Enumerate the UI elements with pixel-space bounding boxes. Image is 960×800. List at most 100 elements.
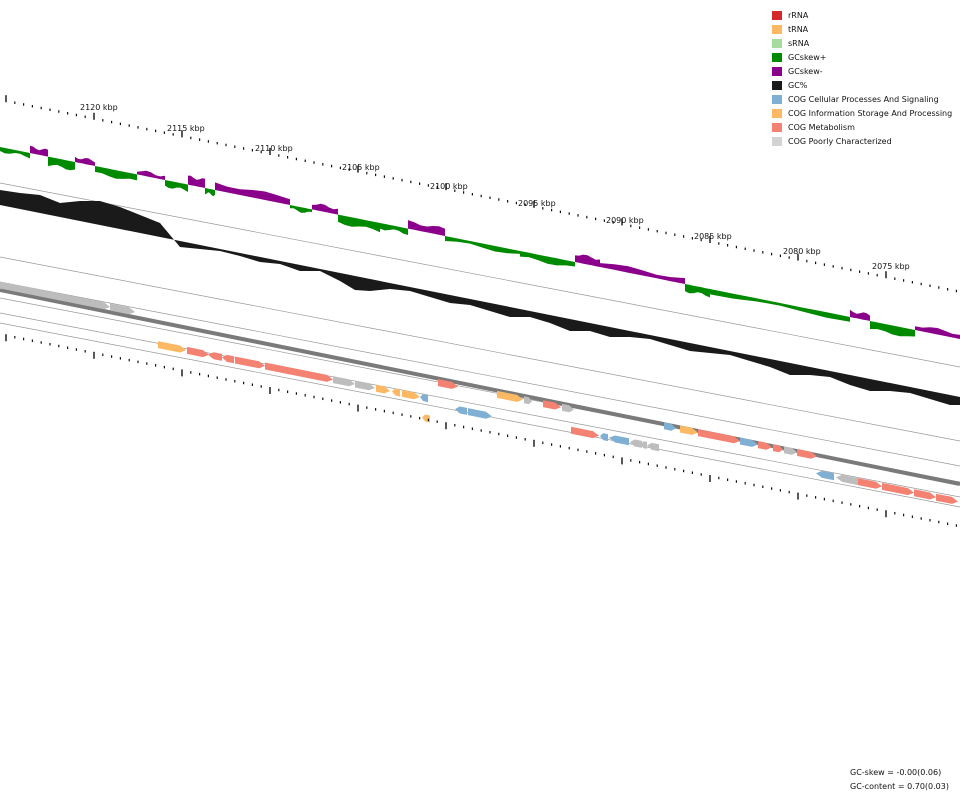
feature-arrow	[758, 441, 772, 450]
feature-arrow	[858, 478, 882, 489]
legend-label: GCskew-	[788, 66, 823, 76]
legend-item-cog-poorly: COG Poorly Characterized	[772, 134, 952, 148]
feature-arrow	[497, 390, 523, 402]
feature-arrow	[420, 394, 428, 403]
feature-arrow	[468, 408, 492, 419]
feature-arrow	[680, 425, 698, 435]
feature-arrow	[422, 414, 430, 423]
legend-item-cog-metabolism: COG Metabolism	[772, 120, 952, 134]
ruler-label: 2085 kbp	[694, 232, 732, 241]
feature-arrow	[630, 439, 642, 448]
legend-label: tRNA	[788, 24, 809, 34]
feature-arrow	[784, 446, 797, 455]
ruler-label: 2090 kbp	[606, 216, 644, 225]
legend-swatch	[772, 24, 782, 34]
kbp-ruler	[5, 95, 958, 527]
legend-item-srna: sRNA	[772, 36, 952, 50]
feature-arrow	[235, 356, 265, 369]
gc-skew-negative	[312, 203, 338, 215]
feature-arrow	[376, 384, 390, 394]
gc-skew-negative	[915, 326, 960, 339]
legend-label: COG Poorly Characterized	[788, 136, 892, 146]
gc-skew-positive	[685, 284, 710, 298]
gc-skew-negative	[215, 182, 290, 205]
gc-skew-positive	[205, 188, 215, 197]
feature-arrow	[187, 346, 209, 358]
legend-label: COG Metabolism	[788, 122, 855, 132]
feature-arrow	[836, 474, 858, 486]
legend-swatch	[772, 38, 782, 48]
legend-swatch	[772, 52, 782, 62]
feature-arrow	[208, 352, 222, 361]
feature-arrow	[936, 493, 958, 504]
legend-swatch	[772, 122, 782, 132]
feature-arrow	[609, 435, 629, 446]
ruler-label: 2115 kbp	[167, 124, 205, 133]
gc-skew-negative	[75, 156, 95, 166]
feature-arrow	[641, 441, 647, 449]
backbone-line	[0, 288, 960, 486]
feature-arrow	[816, 470, 834, 481]
ruler-label: 2105 kbp	[342, 163, 380, 172]
feature-arrow	[0, 281, 110, 310]
legend-item-cog-information: COG Information Storage And Processing	[772, 106, 952, 120]
feature-arrow	[392, 388, 400, 397]
legend-swatch	[772, 66, 782, 76]
gc-skew-positive	[95, 166, 137, 181]
ruler-label: 2080 kbp	[783, 247, 821, 256]
gc-skew-negative	[30, 145, 48, 157]
gc-skew-positive	[710, 289, 850, 322]
legend-item-cog-cellular: COG Cellular Processes And Signaling	[772, 92, 952, 106]
gc-skew-positive	[48, 156, 75, 171]
feature-arrow	[882, 482, 914, 496]
genome-backbone	[0, 288, 960, 486]
feature-arrow	[698, 429, 740, 444]
legend-swatch	[772, 136, 782, 146]
gc-skew-stat: GC-skew = -0.00(0.06)	[850, 768, 942, 777]
track-guide-line	[0, 182, 960, 368]
feature-arrow	[740, 437, 758, 447]
ruler-label: 2120 kbp	[80, 103, 118, 112]
track-guide-line	[0, 256, 960, 442]
gc-skew-positive	[338, 214, 380, 233]
gc-skew-negative	[600, 263, 685, 284]
feature-arrow	[265, 362, 333, 382]
track-guide-line	[0, 312, 960, 498]
legend-item-gcskew-pos: GCskew+	[772, 50, 952, 64]
ruler-label: 2110 kbp	[255, 144, 293, 153]
legend-swatch	[772, 10, 782, 20]
feature-arrow	[438, 379, 458, 389]
feature-arrow	[664, 422, 676, 431]
feature-arrow	[402, 389, 420, 400]
feature-arrow	[562, 403, 574, 413]
ruler-label: 2100 kbp	[430, 182, 468, 191]
feature-arrow	[647, 442, 659, 452]
legend: rRNA tRNA sRNA GCskew+ GCskew- GC% COG C…	[772, 8, 952, 148]
ruler-label: 2095 kbp	[518, 199, 556, 208]
feature-arrow	[914, 489, 936, 500]
gc-skew-track	[0, 145, 960, 339]
feature-arrow	[110, 303, 135, 315]
track-guide-line	[0, 281, 960, 467]
legend-item-rrna: rRNA	[772, 8, 952, 22]
ruler-label: 2075 kbp	[872, 262, 910, 271]
gc-skew-negative	[575, 254, 600, 267]
gc-skew-positive	[165, 180, 188, 192]
feature-arrow	[600, 433, 608, 442]
gc-skew-positive	[290, 205, 312, 213]
legend-label: GCskew+	[788, 52, 827, 62]
gc-skew-negative	[137, 170, 165, 180]
legend-label: sRNA	[788, 38, 810, 48]
gc-skew-positive	[380, 223, 408, 235]
gc-skew-positive	[445, 236, 520, 254]
gc-skew-negative	[408, 220, 445, 236]
feature-arrow	[797, 448, 817, 459]
gc-content-stat: GC-content = 0.70(0.03)	[850, 782, 949, 791]
legend-item-gc-percent: GC%	[772, 78, 952, 92]
gc-content-track	[0, 190, 960, 405]
feature-arrow	[524, 396, 532, 405]
gc-skew-positive	[870, 321, 915, 337]
feature-arrow	[773, 444, 783, 453]
legend-label: rRNA	[788, 10, 809, 20]
